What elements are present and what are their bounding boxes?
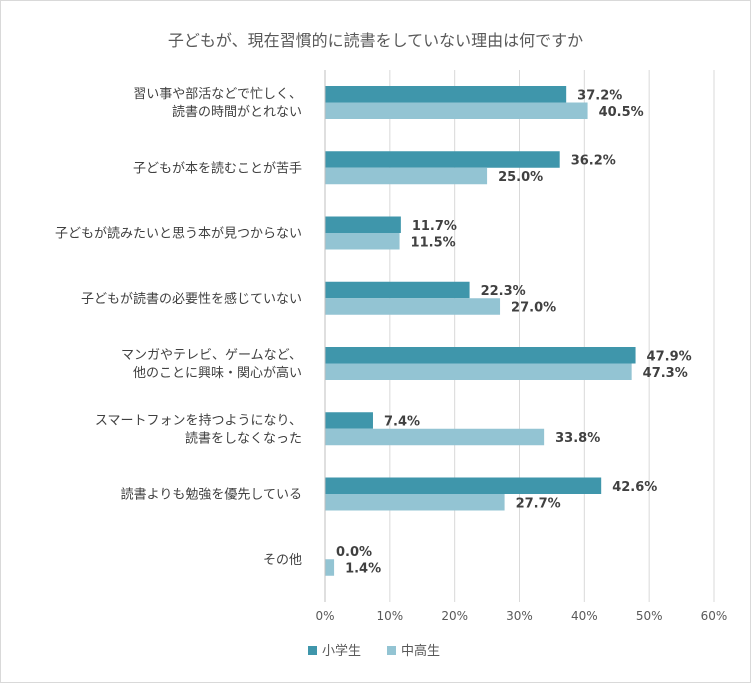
category-label: 他のことに興味・関心が高い: [133, 365, 302, 381]
data-label: 7.4%: [384, 415, 420, 430]
x-tick-label: 50%: [636, 609, 663, 623]
category-label: 子どもが読みたいと思う本が見つからない: [55, 226, 302, 242]
data-label: 11.5%: [411, 235, 456, 250]
bar-elementary: [325, 281, 470, 299]
bar-secondary: [325, 428, 545, 446]
category-label: 読書の時間がとれない: [172, 104, 302, 120]
x-tick-label: 10%: [376, 609, 403, 623]
data-label: 37.2%: [577, 88, 622, 103]
bar-secondary: [325, 102, 588, 119]
data-label: 42.6%: [612, 480, 657, 495]
data-label: 33.8%: [555, 431, 600, 446]
bar-elementary: [325, 347, 636, 364]
chart-title: 子どもが、現在習慣的に読書をしていない理由は何ですか: [167, 31, 584, 50]
bar-secondary: [325, 363, 632, 380]
data-label: 40.5%: [599, 105, 644, 120]
bar-secondary: [325, 233, 400, 250]
bar-elementary: [325, 86, 567, 103]
legend-label: 中高生: [401, 643, 440, 659]
data-label: 36.2%: [571, 154, 616, 169]
bar-elementary: [325, 412, 373, 429]
category-label: 習い事や部活などで忙しく、: [133, 87, 302, 102]
bar-elementary: [325, 151, 560, 168]
data-label: 11.7%: [412, 219, 457, 234]
bar-secondary: [325, 559, 335, 576]
legend-swatch: [387, 646, 396, 655]
bar-secondary: [325, 167, 488, 185]
bar-elementary: [325, 477, 602, 494]
data-label: 27.0%: [511, 301, 556, 316]
data-label: 27.7%: [516, 496, 561, 511]
data-label: 47.9%: [647, 349, 692, 364]
category-label: スマートフォンを持つようになり、: [95, 413, 302, 428]
category-label: その他: [263, 553, 302, 568]
x-tick-label: 60%: [701, 609, 728, 623]
category-label: マンガやテレビ、ゲームなど、: [121, 348, 302, 363]
category-label: 子どもが本を読むことが苦手: [133, 160, 302, 176]
x-tick-label: 20%: [441, 609, 468, 623]
data-label: 0.0%: [336, 545, 372, 560]
category-label: 読書よりも勉強を優先している: [121, 487, 302, 503]
data-label: 47.3%: [643, 366, 688, 381]
x-tick-label: 0%: [315, 609, 334, 623]
legend-swatch: [308, 646, 317, 655]
category-label: 読書をしなくなった: [185, 430, 302, 446]
x-tick-label: 30%: [506, 609, 533, 623]
data-label: 25.0%: [498, 170, 543, 185]
bar-secondary: [325, 494, 505, 511]
data-label: 22.3%: [481, 284, 526, 299]
x-tick-label: 40%: [571, 609, 598, 623]
bar-elementary: [325, 216, 401, 233]
bar-secondary: [325, 298, 501, 315]
data-label: 1.4%: [345, 562, 381, 577]
category-label: 子どもが読書の必要性を感じていない: [81, 291, 302, 307]
legend-label: 小学生: [322, 643, 361, 659]
